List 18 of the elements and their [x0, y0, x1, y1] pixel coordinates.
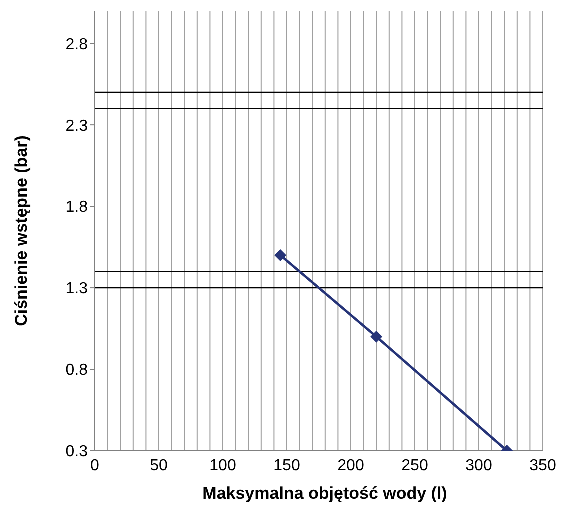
- x-tick-label: 250: [402, 457, 428, 474]
- point: [274, 249, 287, 262]
- x-tick-label: 200: [338, 457, 364, 474]
- x-tick-label: 350: [530, 457, 556, 474]
- y-tick-label: 2.8: [66, 36, 88, 54]
- y-axis-title: Ciśnienie wstępne (bar): [12, 134, 32, 328]
- y-tick-label: 2.3: [66, 118, 88, 135]
- x-tick-label: 100: [210, 457, 236, 474]
- x-tick-label: 300: [466, 457, 492, 474]
- x-tick-label: 0: [90, 457, 100, 474]
- y-tick-label: 1.3: [66, 280, 88, 298]
- y-tick-label: 1.8: [66, 199, 88, 216]
- y-tick-label: 0.8: [66, 362, 88, 380]
- x-tick-label: 150: [274, 457, 300, 474]
- x-tick-label: 50: [150, 457, 168, 474]
- y-tick-label: 0.3: [66, 444, 88, 461]
- point: [370, 330, 383, 343]
- x-axis-title: Maksymalna objętość wody (l): [202, 484, 448, 504]
